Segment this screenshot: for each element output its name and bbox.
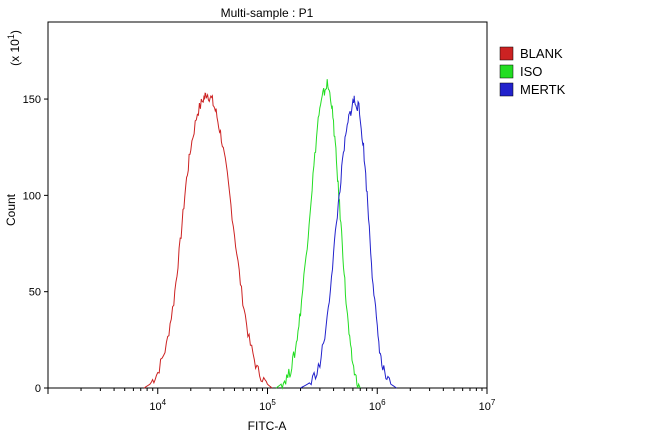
- y-tick-label: 150: [23, 94, 41, 106]
- y-axis-ticks: 0 50 100 150: [23, 94, 48, 395]
- legend-label-blank: BLANK: [520, 46, 563, 61]
- y-tick-label: 100: [23, 190, 41, 202]
- x-tick-label: 106: [369, 398, 386, 413]
- legend: BLANK ISO MERTK: [499, 46, 566, 97]
- legend-swatch-mertk: [499, 82, 514, 97]
- series-lines: [143, 79, 397, 390]
- series-line-iso: [275, 79, 361, 390]
- svg-text:(x 101): (x 101): [6, 30, 22, 66]
- legend-swatch-iso: [499, 64, 514, 79]
- x-tick-label: 104: [149, 398, 166, 413]
- legend-label-mertk: MERTK: [520, 82, 566, 97]
- legend-label-iso: ISO: [520, 64, 542, 79]
- y-multiplier-label: (x 101): [6, 30, 22, 66]
- x-tick-label: 107: [479, 398, 496, 413]
- x-axis-ticks: 104 105 106 107: [47, 388, 496, 413]
- y-multiplier-exp: 1: [6, 34, 16, 39]
- series-line-mertk: [300, 95, 397, 389]
- y-multiplier-text: (x 10: [8, 39, 22, 66]
- y-axis-label: Count: [4, 193, 18, 226]
- y-tick-label: 0: [35, 383, 41, 395]
- x-tick-label: 105: [259, 398, 276, 413]
- legend-swatch-blank: [499, 46, 514, 61]
- chart-title: Multi-sample : P1: [221, 6, 314, 20]
- series-line-blank: [143, 92, 273, 389]
- x-axis-label: FITC-A: [248, 419, 287, 433]
- plot-frame: [47, 21, 488, 389]
- y-tick-label: 50: [29, 287, 41, 299]
